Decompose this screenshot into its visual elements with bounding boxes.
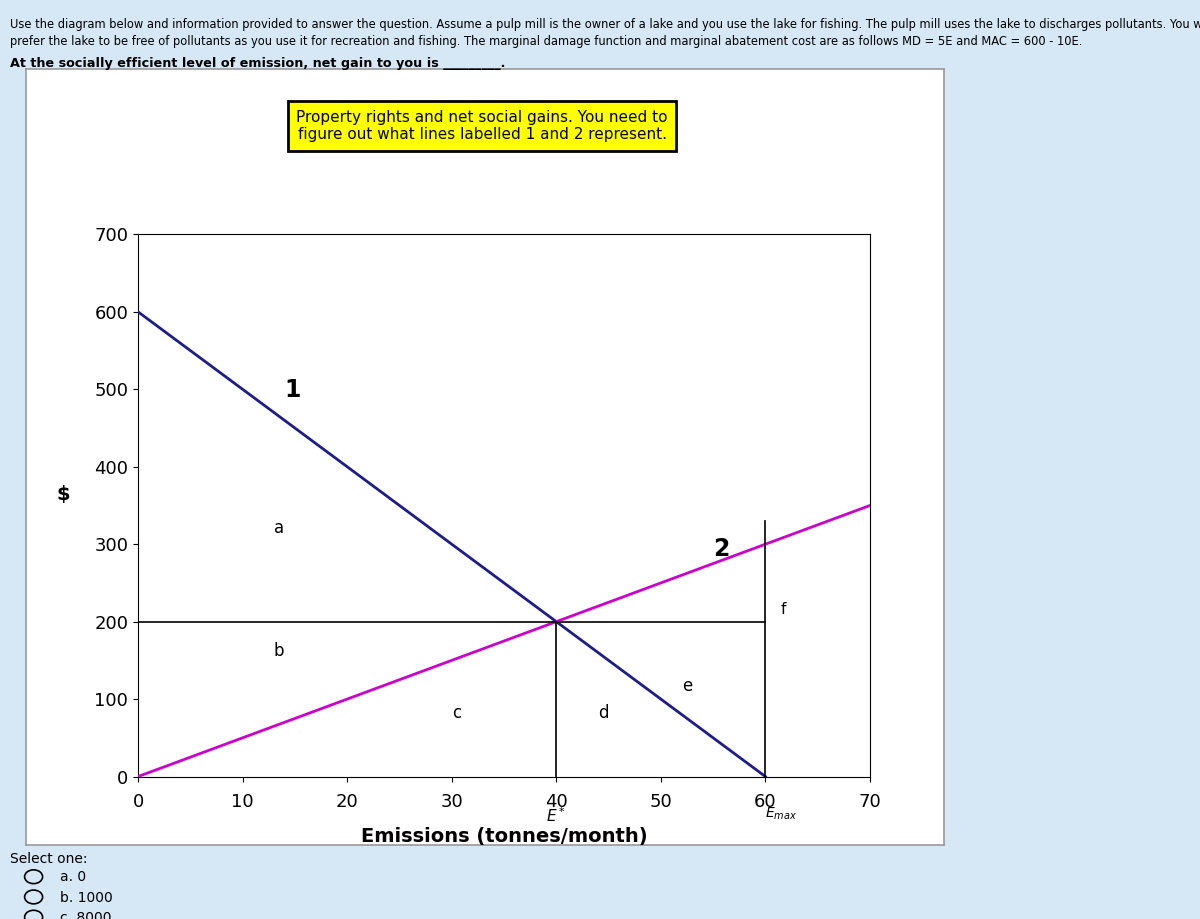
Text: Select one:: Select one: bbox=[10, 852, 88, 866]
Text: c: c bbox=[451, 705, 461, 722]
Text: b. 1000: b. 1000 bbox=[60, 891, 113, 904]
Text: prefer the lake to be free of pollutants as you use it for recreation and fishin: prefer the lake to be free of pollutants… bbox=[10, 35, 1082, 48]
Text: Property rights and net social gains. You need to
figure out what lines labelled: Property rights and net social gains. Yo… bbox=[296, 109, 667, 142]
Text: $: $ bbox=[56, 485, 71, 505]
Text: f: f bbox=[781, 602, 786, 617]
Text: d: d bbox=[598, 705, 608, 722]
Text: a. 0: a. 0 bbox=[60, 870, 86, 884]
Text: $E_{max}$: $E_{max}$ bbox=[766, 806, 797, 823]
Text: Use the diagram below and information provided to answer the question. Assume a : Use the diagram below and information pr… bbox=[10, 18, 1200, 31]
Text: a: a bbox=[274, 518, 284, 537]
Text: 1: 1 bbox=[284, 378, 301, 402]
Text: c. 8000: c. 8000 bbox=[60, 911, 112, 919]
Text: e: e bbox=[682, 677, 692, 696]
X-axis label: Emissions (tonnes/month): Emissions (tonnes/month) bbox=[361, 827, 647, 846]
Text: At the socially efficient level of emission, net gain to you is _________.: At the socially efficient level of emiss… bbox=[10, 57, 505, 70]
Text: b: b bbox=[274, 642, 284, 661]
Text: $E^*$: $E^*$ bbox=[546, 806, 566, 824]
Text: 2: 2 bbox=[713, 537, 730, 561]
